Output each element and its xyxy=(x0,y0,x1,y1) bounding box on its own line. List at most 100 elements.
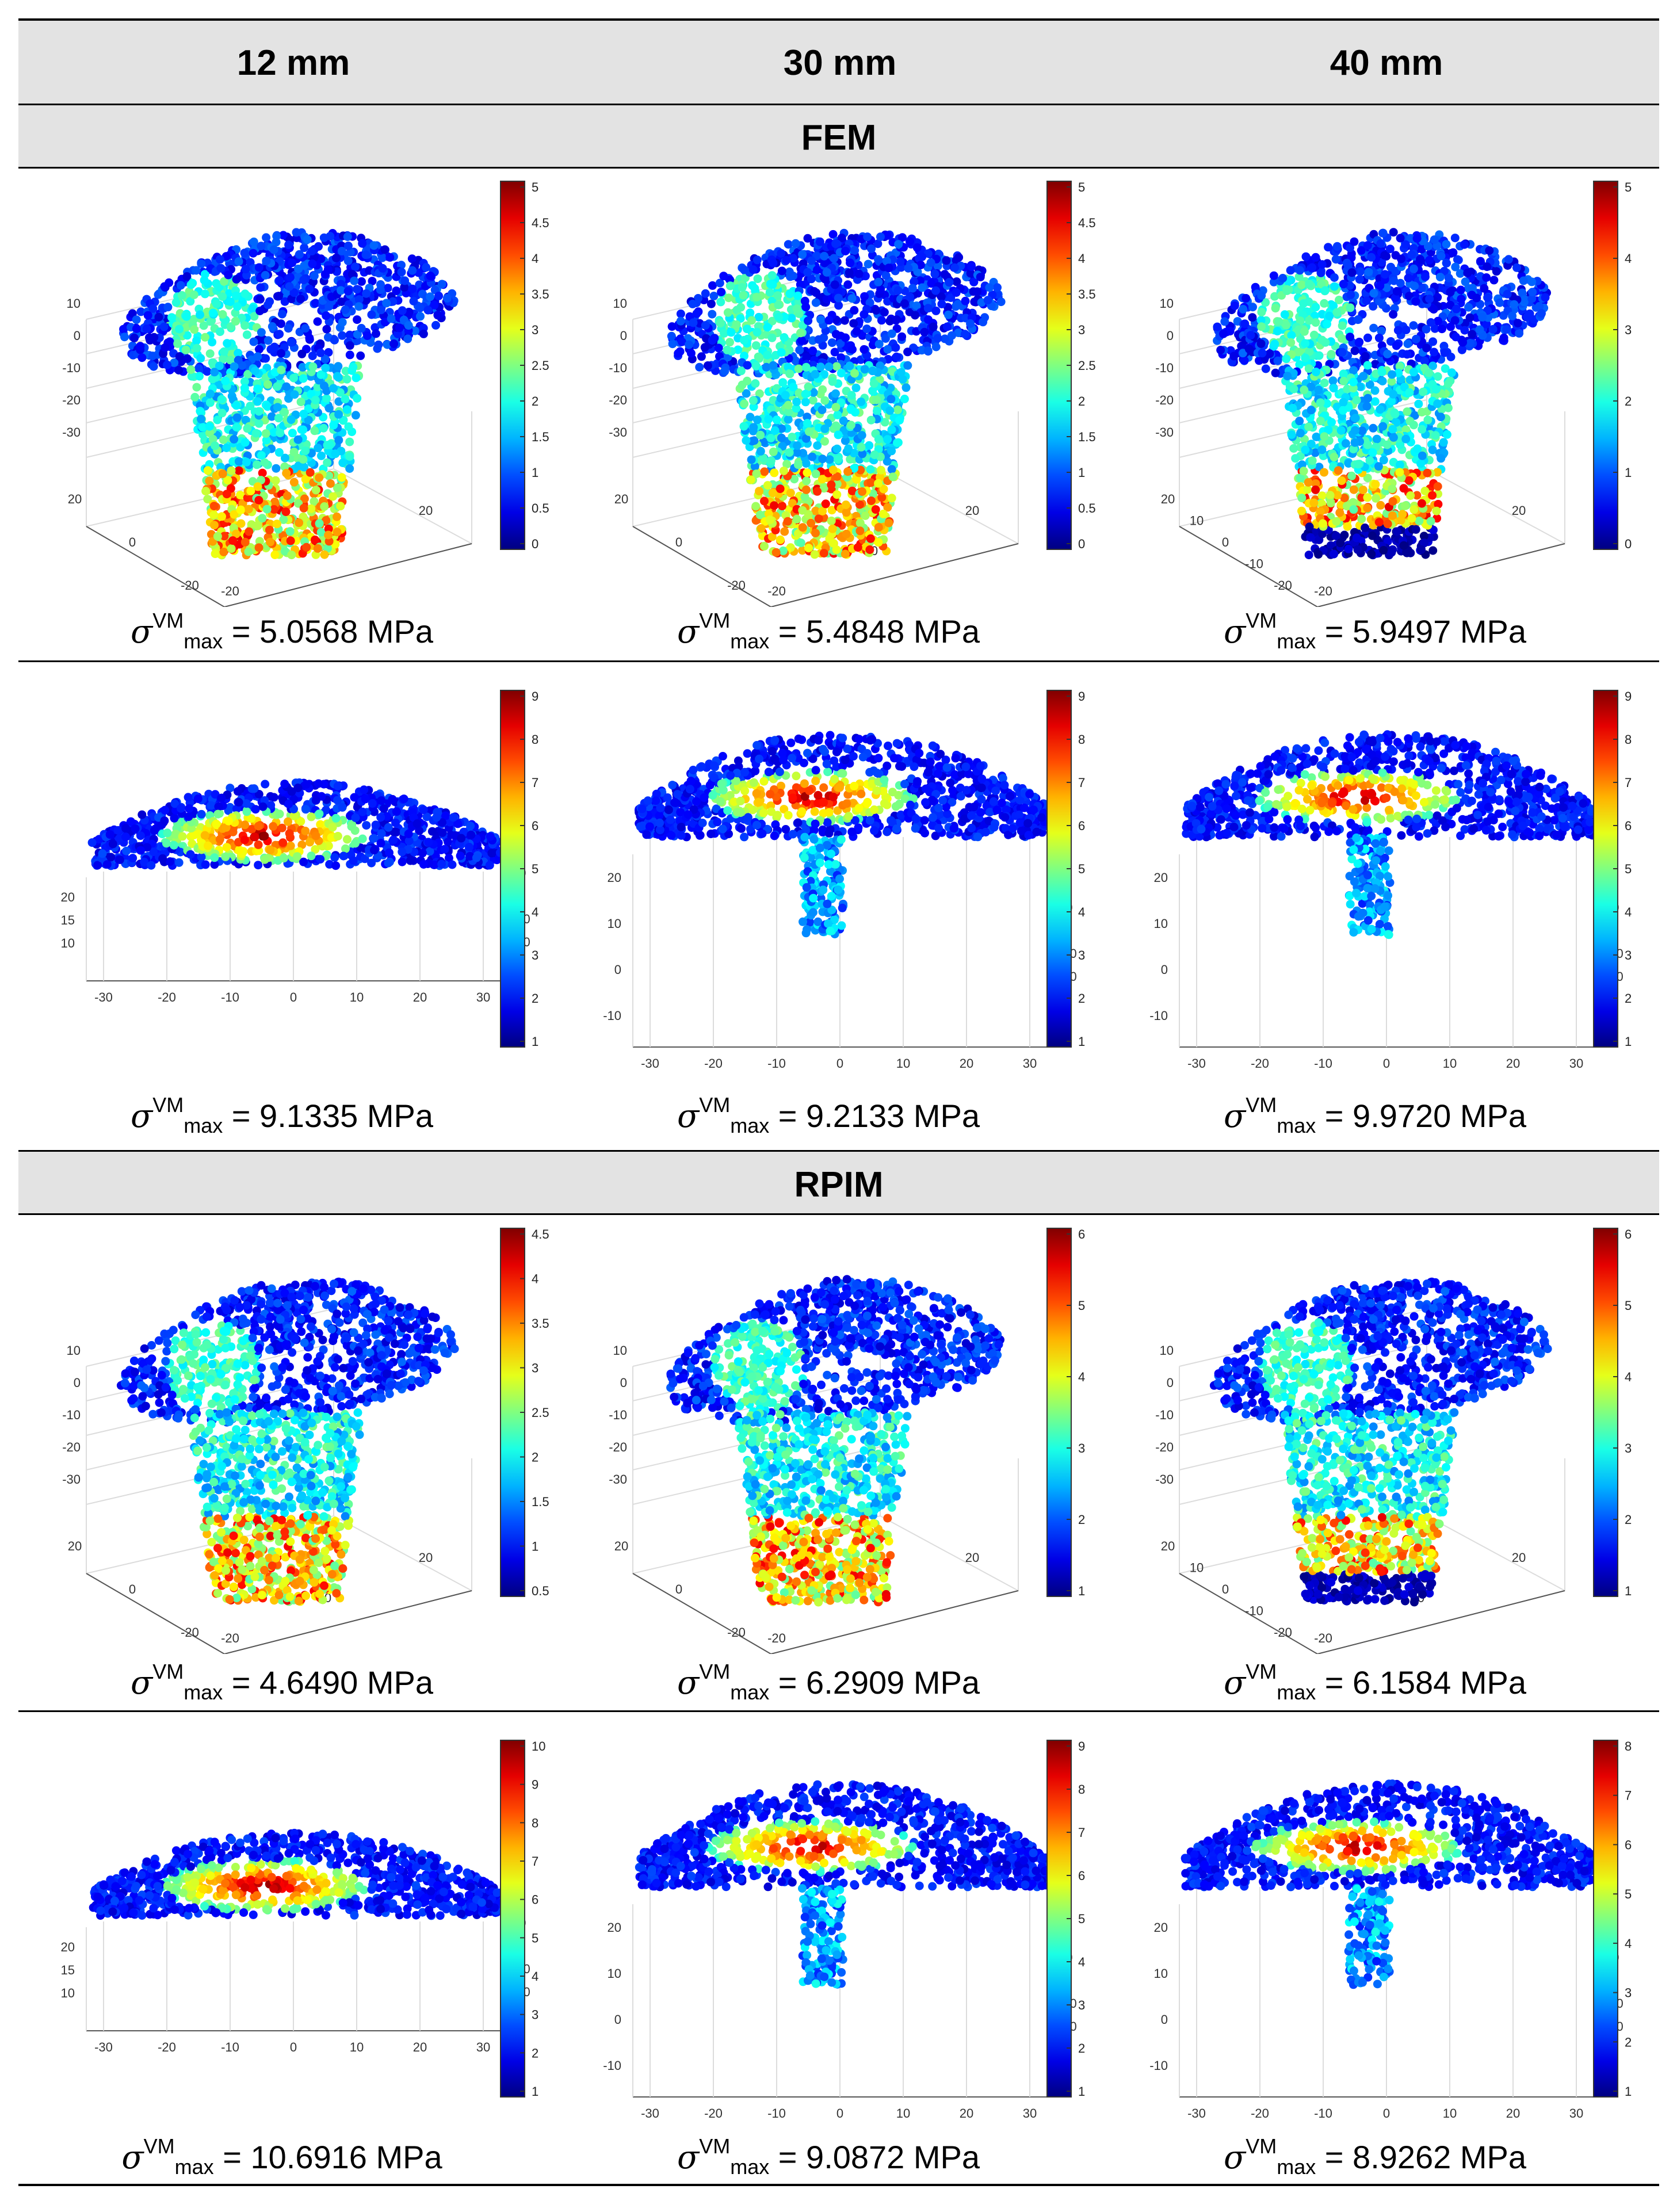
fem-front-panel: -30-20-10010203020100-10100-10-209876543… xyxy=(1116,664,1657,1105)
colorbar-tick-label: 4.5 xyxy=(1078,216,1096,230)
colorbar-tick-label: 8 xyxy=(532,1816,538,1830)
x-tick-label: 30 xyxy=(1023,2106,1037,2121)
fem-iso-panel: 10 0 -10 -20 -30 20 0 -20 20 0 -20 5 4.5 4 3.5 3 2.5 2 1.5… xyxy=(23,170,564,610)
axes-box xyxy=(1179,837,1599,1048)
x-tick-label: 30 xyxy=(1569,1056,1583,1071)
x-tick-label: -20 xyxy=(704,1056,723,1071)
stress-point-cloud xyxy=(116,1277,459,1606)
y-tick-label: 20 xyxy=(1161,492,1175,506)
z-tick-label: 20 xyxy=(1154,870,1168,885)
z-tick-label: -30 xyxy=(62,1472,81,1487)
rpim-front-panel: -30-20-10010203020100-10100-10-209876543… xyxy=(570,1714,1110,2154)
z-tick-label: 20 xyxy=(1154,1920,1168,1935)
colorbar-tick-label: 5 xyxy=(1078,180,1085,194)
x-tick-label: -20 xyxy=(158,2040,176,2054)
stress-point-cloud xyxy=(667,228,1006,559)
caption-superscript: VM xyxy=(1246,1660,1277,1683)
y-tick-label: -20 xyxy=(181,1625,199,1640)
colorbar-tick-label: 3 xyxy=(532,2008,538,2022)
caption-equals: = xyxy=(1316,2139,1353,2175)
y-tick-label: -20 xyxy=(727,1625,746,1640)
max-stress-value: 5.9497 MPa xyxy=(1353,613,1527,650)
caption-equals: = xyxy=(223,1098,260,1134)
colorbar xyxy=(500,1740,525,2098)
colorbar-tick-label: 4 xyxy=(532,1969,538,1984)
colorbar-tick-label: 5 xyxy=(1078,1912,1085,1926)
stress-point-cloud xyxy=(119,228,459,560)
z-tick-label: 10 xyxy=(61,936,75,950)
colorbar-tick-label: 7 xyxy=(1625,1789,1632,1803)
x-tick-label: -30 xyxy=(94,990,113,1004)
colorbar-tick-label: 0.5 xyxy=(532,1584,549,1598)
colorbar-tick-label: 1 xyxy=(532,465,538,480)
colorbar-tick-label: 1 xyxy=(1078,2084,1085,2099)
caption-superscript: VM xyxy=(1246,1093,1277,1117)
colorbar-tick-label: 1.5 xyxy=(1078,430,1096,444)
colorbar-tick-label: 3.5 xyxy=(532,1316,549,1331)
x-tick-label: 10 xyxy=(1443,1056,1457,1071)
max-stress-value: 8.9262 MPa xyxy=(1353,2139,1527,2175)
colorbar-tick-label: 8 xyxy=(1625,732,1632,747)
caption-equals: = xyxy=(213,2139,251,2175)
section-band-rpim xyxy=(18,1152,1659,1213)
x-tick-label: 10 xyxy=(896,1056,910,1071)
z-tick-label: 0 xyxy=(74,1376,81,1390)
colorbar-tick-label: 3.5 xyxy=(532,287,549,301)
colorbar-tick-label: 6 xyxy=(532,1893,538,1907)
caption-superscript: VM xyxy=(152,1093,184,1117)
caption-equals: = xyxy=(1316,1098,1353,1134)
colorbar-tick-label: 6 xyxy=(1078,1227,1085,1241)
colorbar-tick-label: 0.5 xyxy=(532,501,549,515)
z-tick-label: 10 xyxy=(608,916,621,931)
z-tick-label: 20 xyxy=(608,1920,621,1935)
z-tick-label: 0 xyxy=(1161,2012,1168,2027)
sigma-symbol: σ xyxy=(130,613,153,651)
caption-equals: = xyxy=(769,2139,807,2175)
z-tick-label: -10 xyxy=(1155,1408,1174,1422)
max-stress-caption: σVMmax = 5.0568 MPa xyxy=(6,609,558,654)
stress-plot: -30-20-10010203020100-10100-10-209876543… xyxy=(603,1739,1085,2121)
z-tick-label: 10 xyxy=(613,296,627,311)
z-tick-label: -20 xyxy=(1155,393,1174,407)
rpim-top-rule xyxy=(18,1150,1659,1152)
z-tick-label: 10 xyxy=(613,1343,627,1358)
max-stress-value: 9.0872 MPa xyxy=(806,2139,980,2175)
x-tick-label: -20 xyxy=(767,584,786,598)
z-tick-label: 10 xyxy=(1160,1343,1174,1358)
x-tick-label: 10 xyxy=(1443,2106,1457,2121)
z-tick-label: 0 xyxy=(614,2012,621,2027)
stress-point-cloud xyxy=(1181,1779,1598,1989)
section-title-rpim: RPIM xyxy=(794,1165,884,1205)
stress-point-cloud xyxy=(89,1828,505,1920)
max-stress-caption: σVMmax = 9.1335 MPa xyxy=(6,1093,558,1138)
colorbar-tick-label: 1 xyxy=(1625,465,1632,480)
x-tick-label: 0 xyxy=(836,1056,843,1071)
colorbar-tick-label: 4 xyxy=(1078,1955,1085,1969)
z-tick-label: -10 xyxy=(609,361,627,375)
y-tick-label: 0 xyxy=(1222,1582,1229,1596)
z-tick-label: 10 xyxy=(1154,1966,1168,1981)
colorbar-tick-label: 6 xyxy=(1625,1837,1632,1852)
x-tick-label: 20 xyxy=(960,1056,973,1071)
caption-subscript: max xyxy=(730,1114,770,1137)
y-tick-label: -20 xyxy=(181,578,199,593)
stress-point-cloud xyxy=(1182,730,1598,939)
max-stress-value: 6.1584 MPa xyxy=(1353,1664,1527,1701)
y-tick-label: -10 xyxy=(1245,1604,1263,1618)
x-tick-label: 30 xyxy=(476,990,490,1004)
rpim-front-panel: -30-20-100102030201510100-10-20109876543… xyxy=(23,1714,564,2154)
colorbar-tick-label: 6 xyxy=(1625,819,1632,833)
rpim-rule xyxy=(18,1213,1659,1215)
colorbar-tick-label: 3 xyxy=(1625,948,1632,962)
colorbar-tick-label: 0.5 xyxy=(1078,501,1096,515)
max-stress-value: 9.2133 MPa xyxy=(806,1098,980,1134)
colorbar-tick-label: 5 xyxy=(532,1931,538,1945)
sigma-symbol: σ xyxy=(677,613,700,651)
colorbar xyxy=(1593,1228,1618,1597)
y-tick-label: 10 xyxy=(1190,514,1204,528)
fem-front-panel: -30-20-100102030201510100-10-20987654321 xyxy=(23,664,564,1105)
colorbar-tick-label: 9 xyxy=(1078,1739,1085,1753)
caption-equals: = xyxy=(1316,613,1353,650)
